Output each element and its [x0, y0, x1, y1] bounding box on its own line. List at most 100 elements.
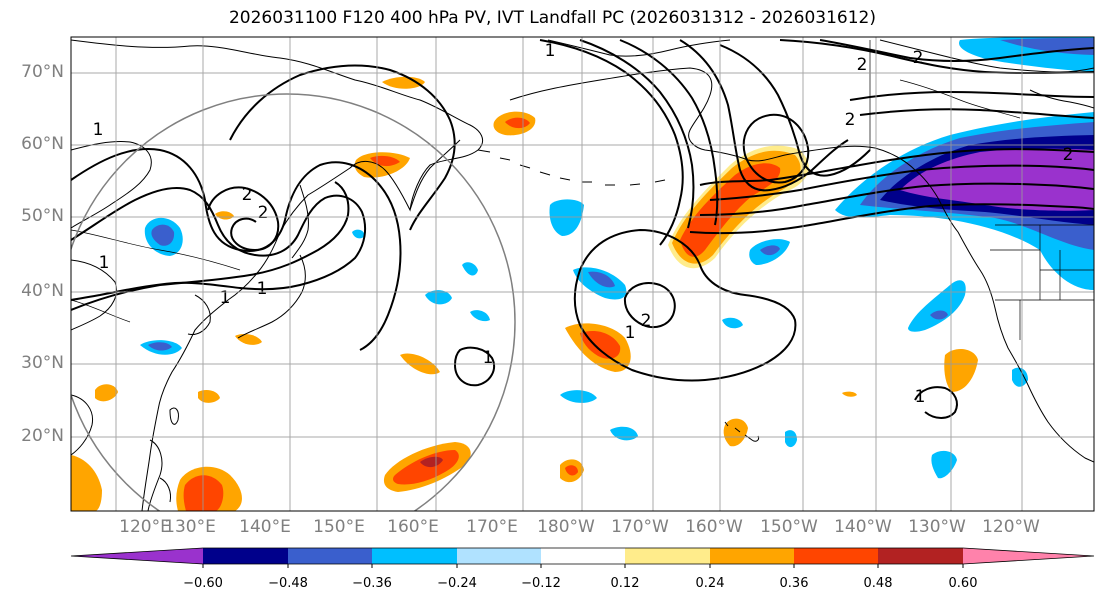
longitude-label: 180°W	[537, 517, 595, 537]
latitude-label: 70°N	[21, 62, 64, 82]
figure-title: 2026031100 F120 400 hPa PV, IVT Landfall…	[228, 8, 876, 28]
contour-label: 1	[93, 120, 104, 140]
colorbar	[70, 547, 1095, 568]
negative-anomaly-patch	[900, 148, 1094, 211]
longitude-label: 160°W	[685, 517, 743, 537]
gridlines	[71, 37, 1094, 511]
longitude-label: 140°E	[239, 517, 291, 537]
negative-anomaly-patch	[1012, 367, 1028, 387]
map-frame	[70, 36, 1095, 512]
positive-anomaly-patch	[71, 455, 102, 511]
longitude-label: 150°W	[760, 517, 818, 537]
pv-contours	[71, 39, 1094, 419]
negative-anomaly-patch	[425, 290, 452, 305]
pv-contour-line	[719, 44, 871, 177]
positive-anomaly-patch	[235, 334, 262, 345]
region-circle	[71, 93, 516, 511]
border	[71, 229, 241, 271]
negative-anomaly-patch	[148, 342, 172, 351]
colorbar-extend-min	[71, 548, 204, 564]
positive-anomaly-patch	[420, 456, 443, 468]
longitude-label: 170°E	[466, 517, 518, 537]
contour-label: 2	[258, 203, 269, 223]
coastline	[159, 477, 171, 503]
pv-contour-line	[453, 346, 496, 387]
contour-label: 1	[99, 253, 110, 273]
latitude-label: 40°N	[21, 281, 64, 301]
longitude-label: 150°E	[313, 517, 365, 537]
negative-anomaly-patch	[760, 245, 780, 256]
contour-label: 1	[915, 387, 926, 407]
coastline	[409, 139, 461, 211]
colorbar-tick-label: −0.48	[268, 576, 308, 591]
negative-anomaly-patch	[560, 390, 597, 403]
pv-contour-line	[539, 39, 684, 246]
colorbar-tick-label: 0.12	[610, 576, 640, 591]
border	[899, 79, 1021, 119]
positive-anomaly-patch	[565, 465, 578, 476]
coastline	[169, 407, 179, 425]
colorbar-bin	[710, 548, 794, 564]
colorbar-tick-label: 0.60	[948, 576, 978, 591]
colorbar-tick-label: 0.48	[863, 576, 893, 591]
contour-label: 1	[625, 323, 636, 343]
negative-anomaly-patch	[352, 229, 365, 239]
border	[990, 225, 1094, 340]
contour-label: 2	[242, 185, 253, 205]
negative-anomaly-patch	[785, 430, 797, 448]
coastlines	[71, 39, 1094, 511]
longitude-label: 130°W	[908, 517, 966, 537]
pv-contour-line	[689, 203, 1094, 235]
positive-anomaly-patch	[842, 391, 857, 397]
colorbar-tick-label: −0.24	[437, 576, 477, 591]
colorbar-tick-label: 0.24	[695, 576, 725, 591]
coastline	[509, 67, 1094, 463]
negative-anomaly-patch	[1060, 258, 1094, 290]
coastline	[71, 141, 152, 229]
coastline	[237, 254, 306, 339]
coastline	[291, 184, 309, 259]
negative-anomaly-patch	[151, 224, 175, 246]
pv-contour-line	[579, 39, 695, 229]
longitude-label: 130°E	[164, 517, 216, 537]
colorbar-tick-label: −0.12	[521, 576, 561, 591]
pv-contour-line	[229, 64, 456, 231]
negative-anomaly-patch	[588, 271, 615, 288]
colorbar-bin	[878, 548, 963, 564]
colorbar-bin	[625, 548, 710, 564]
contour-label: 1	[483, 348, 494, 368]
longitude-label: 160°E	[387, 517, 439, 537]
positive-anomaly-patch	[95, 384, 118, 402]
colorbar-bin	[288, 548, 372, 564]
coastline	[71, 259, 117, 331]
pv-contour-line	[619, 39, 719, 226]
colorbar-bin	[203, 548, 288, 564]
positive-anomaly-patch	[393, 450, 459, 485]
longitude-label: 140°W	[834, 517, 892, 537]
negative-anomaly-patch	[470, 310, 490, 322]
colorbar-extend-max	[963, 548, 1094, 564]
longitude-label: 120°W	[982, 517, 1040, 537]
coastline	[71, 394, 94, 456]
pv-contour-line	[699, 182, 1094, 216]
positive-anomaly-patch	[944, 348, 978, 392]
contour-label: 2	[1063, 145, 1074, 165]
contour-label: 2	[845, 110, 856, 130]
colorbar-bin	[541, 548, 625, 564]
pv-contour-line	[573, 228, 797, 382]
coastline	[879, 39, 1094, 73]
pv-contour-line	[71, 181, 350, 311]
pv-contour-line	[914, 386, 958, 419]
pv-contour-line	[849, 90, 1094, 101]
pv-contour-line	[859, 108, 1094, 119]
pv-contour-line	[742, 113, 810, 184]
pv-contour-line	[699, 148, 1094, 186]
pv-contour-line	[207, 186, 280, 252]
negative-anomaly-patch	[930, 310, 948, 320]
colorbar-tick-label: −0.36	[352, 576, 392, 591]
negative-anomaly-patch	[549, 199, 584, 236]
latitude-label: 20°N	[21, 426, 64, 446]
colorbar-tick-label: 0.36	[779, 576, 809, 591]
pv-contour-line	[71, 148, 402, 351]
